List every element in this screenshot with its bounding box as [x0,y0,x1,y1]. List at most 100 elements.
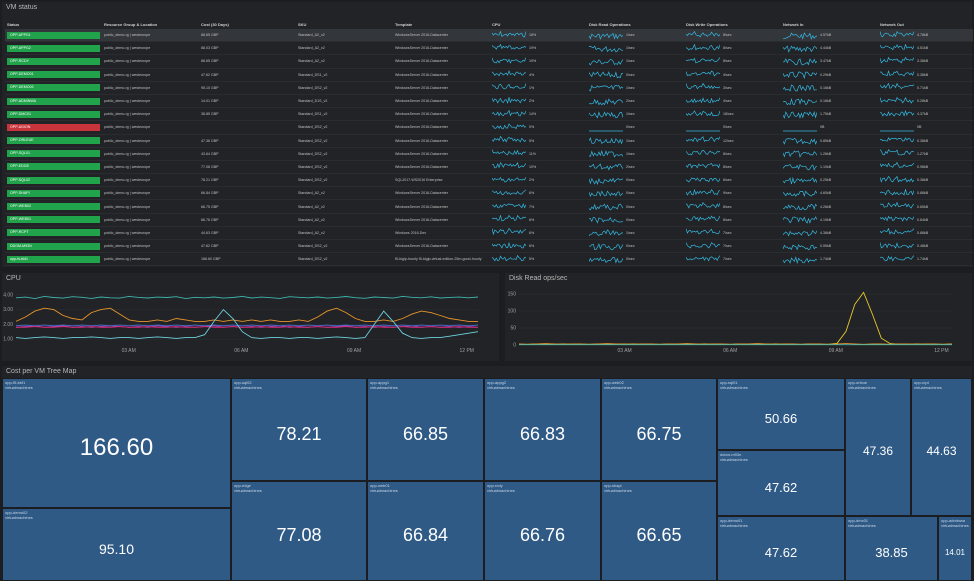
table-row[interactable]: OPP-WEB02 public_demo-rg | westeurope 66.7… [5,199,973,214]
status-badge[interactable]: OPP-SQL01 [7,150,100,158]
table-row[interactable]: OPP-ORLEUE public_demo-rg | westeurope 47.… [5,134,973,148]
metric-value: 0/sec [626,204,635,209]
status-badge[interactable]: OPP-DMC01 [7,110,100,118]
status-badge[interactable]: OPP-APPG2 [7,44,100,52]
template-cell: WindowsServer 2016-Datacenter [393,54,490,69]
status-badge[interactable]: OPP-DEMO01 [7,71,100,79]
treemap-tile[interactable]: opp-rcdy virtualmachines 66.76 [484,481,601,581]
column-header[interactable]: Disk Write Operations [686,21,728,27]
status-badge[interactable]: OPP-AGION [7,123,100,131]
column-header[interactable]: Status [7,21,20,27]
treemap-tile[interactable]: opp-edge virtualmachines 77.08 [231,481,367,581]
table-row[interactable]: DDOM-M93N public_demo-rg | westeurope 47.6… [5,239,973,254]
table-row[interactable]: OPP-RCPT public_demo-rg | westeurope 44.63… [5,226,973,241]
treemap-tile[interactable]: opp-rcpt virtualmachines 44.63 [911,378,972,516]
column-header[interactable]: Resource Group & Location [104,21,158,27]
sparkline-path [492,149,526,156]
table-row[interactable]: OPP-DEMO01 public_demo-rg | westeurope 47.… [5,68,973,82]
metric-value: 6% [529,244,535,249]
status-badge[interactable]: OPP-ADMINWA [7,97,100,105]
sparkline-path [589,45,623,53]
sparkline [783,31,817,40]
table-row[interactable]: OPP-ADMINWA public_demo-rg | westeurope 14… [5,94,973,109]
sparkline-path [783,255,817,264]
status-badge[interactable]: opp-fs-bkf1 [7,255,100,263]
treemap-tile[interactable]: opp-sql01 virtualmachines 50.66 [717,378,845,450]
resource-group-cell: public_demo-rg | westeurope [102,107,199,122]
status-badge[interactable]: OPP-APPG1 [7,31,100,39]
metric-cell: 4.60kB [781,186,878,201]
sparkline [589,71,623,79]
treemap-tile[interactable]: opp-web02 virtualmachines 66.75 [601,378,717,481]
treemap-tile[interactable]: opp-dmc01 virtualmachines 38.85 [845,516,938,581]
metric-value: 2% [529,178,535,183]
sparkline [880,255,914,262]
status-badge[interactable]: OPP-RCDY [7,57,100,65]
table-row[interactable]: OPP-RCDY public_demo-rg | westeurope 88.65… [5,54,973,69]
column-header[interactable]: Cost (30 Days) [201,21,229,27]
status-badge[interactable]: OPP-RCPT [7,229,100,237]
sparkline [686,70,720,77]
metric-cell: 3/sec [684,81,781,95]
status-badge[interactable]: OPP-WEB01 [7,216,100,224]
treemap-tile[interactable]: opp-shapi virtualmachines 66.65 [601,481,717,581]
treemap-tile[interactable]: opp-sql02 virtualmachines 78.21 [231,378,367,481]
table-row[interactable]: OPP-APPG2 public_demo-rg | westeurope 88.0… [5,41,973,56]
treemap-tile[interactable]: opp-orleue virtualmachines 47.36 [845,378,911,516]
treemap-tile[interactable]: opp-web01 virtualmachines 66.84 [367,481,484,581]
table-row[interactable]: OPP-SQL02 public_demo-rg | westeurope 78.2… [5,173,973,188]
column-header[interactable]: SKU [298,21,307,27]
column-header[interactable]: Network Out [880,21,904,27]
treemap-tile[interactable]: opp-appg1 virtualmachines 66.85 [367,378,484,481]
metric-value: 6% [529,230,535,235]
sparkline-path [589,177,623,185]
treemap-tile[interactable]: opp-appg2 virtualmachines 66.83 [484,378,601,481]
sparkline-path [880,109,914,117]
metric-value: 14% [529,112,537,117]
table-row[interactable]: OPP-APPG1 public_demo-rg | westeurope 88.6… [5,29,973,43]
metric-value: 4.44kB [820,46,832,51]
sparkline [492,215,526,222]
column-header[interactable]: CPU [492,21,501,27]
table-row[interactable]: OPP-AGION public_demo-rg | westeurope Stan… [5,120,973,135]
metric-cell: 4/sec [684,68,781,82]
treemap-tile[interactable]: opp-f5-bkf1 virtualmachines 166.60 [2,378,231,508]
template-cell: WindowsServer 2016-Datacenter [393,186,490,201]
sparkline-path [492,83,526,90]
sparkline [880,83,914,90]
table-row[interactable]: OPP-EDGE public_demo-rg | westeurope 77.08… [5,160,973,175]
column-header[interactable]: Disk Read Operations [589,21,631,27]
sparkline [589,130,623,132]
status-badge[interactable]: OPP-ORLEUE [7,137,100,145]
status-badge[interactable]: DDOM-M93N [7,242,100,250]
column-header[interactable]: Template [395,21,413,27]
status-cell: OPP-RCPT [5,226,102,241]
status-badge[interactable]: OPP-WEB02 [7,203,100,211]
column-header[interactable]: Network In [783,21,804,27]
treemap-tile[interactable]: opp-demo01 virtualmachines 47.62 [717,516,845,581]
table-row[interactable]: OPP-SHAPI public_demo-rg | westeurope 66.8… [5,186,973,201]
sparkline-path [880,228,914,236]
treemap-tile[interactable]: opp-demo02 virtualmachines 95.10 [2,508,231,581]
metric-value: 0.25kB [820,178,832,183]
table-row[interactable]: OPP-SQL01 public_demo-rg | westeurope 43.6… [5,147,973,161]
sparkline-path [880,96,914,104]
treemap-tile[interactable]: ddom-m93n virtualmachines 47.62 [717,450,845,516]
table-row[interactable]: OPP-WEB01 public_demo-rg | westeurope 66.7… [5,213,973,227]
status-badge[interactable]: OPP-DEMO02 [7,84,100,92]
status-badge[interactable]: OPP-SQL02 [7,176,100,184]
vm-status-panel: VM status Status Resource Group & Locatio… [2,2,973,267]
status-badge[interactable]: OPP-EDGE [7,163,100,171]
table-row[interactable]: opp-fs-bkf1 public_demo-rg | westeurope 16… [5,252,973,267]
table-row[interactable]: OPP-DMC01 public_demo-rg | westeurope 38.8… [5,107,973,122]
sku-cell: Standard_DS2_v2 [296,120,393,135]
metric-value: 10% [529,164,537,169]
y-tick-label: 50 [510,326,516,332]
template-cell: WindowsServer 2016-Datacenter [393,213,490,227]
status-badge[interactable]: OPP-SHAPI [7,189,100,197]
metric-cell: 0/sec [587,213,684,227]
metric-value: 0% [529,125,535,130]
treemap-tile-label: opp-rcdy virtualmachines [487,483,515,493]
table-row[interactable]: OPP-DEMO02 public_demo-rg | westeurope 95.… [5,81,973,95]
treemap-tile[interactable]: opp-adminwa virtualmachines 14.01 [938,516,972,581]
